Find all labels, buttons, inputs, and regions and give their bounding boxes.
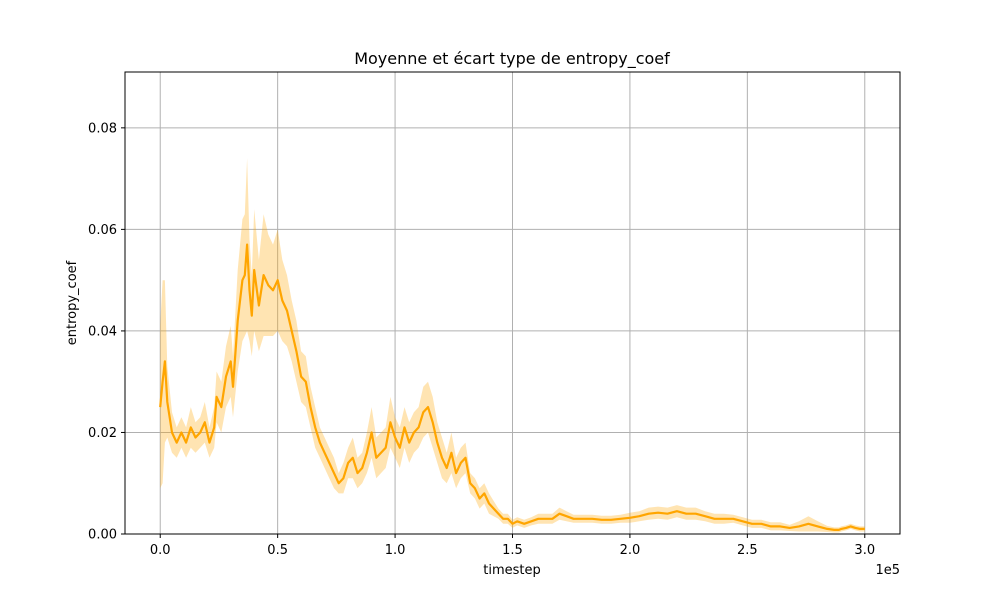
grid-lines <box>125 72 900 535</box>
x-axis-ticks: 0.0 0.5 1.0 1.5 2.0 2.5 3.0 <box>150 534 875 558</box>
x-tick-label: 3.0 <box>854 543 875 558</box>
x-tick-label: 0.0 <box>150 543 171 558</box>
x-tick-label: 1.0 <box>385 543 406 558</box>
y-axis-ticks: 0.00 0.02 0.04 0.06 0.08 <box>88 121 125 543</box>
mean-line <box>159 243 865 532</box>
y-axis-label: entropy_coef <box>65 260 80 345</box>
chart-title: Moyenne et écart type de entropy_coef <box>354 49 670 69</box>
y-tick-label: 0.04 <box>88 324 117 339</box>
y-tick-label: 0.00 <box>88 528 117 543</box>
x-axis-offset-text: 1e5 <box>875 563 900 578</box>
y-tick-label: 0.02 <box>88 426 117 441</box>
mean-line-layer <box>159 243 865 532</box>
x-axis-label: timestep <box>483 563 541 578</box>
x-tick-label: 0.5 <box>267 543 288 558</box>
y-tick-label: 0.08 <box>88 121 117 136</box>
x-tick-label: 2.0 <box>620 543 641 558</box>
y-tick-label: 0.06 <box>88 223 117 238</box>
x-tick-label: 1.5 <box>502 543 523 558</box>
x-tick-label: 2.5 <box>737 543 758 558</box>
